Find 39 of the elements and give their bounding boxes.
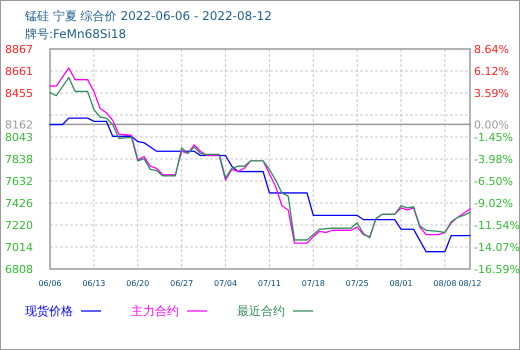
x-tick-label: 06/27 — [170, 279, 194, 288]
x-tick-label: 07/11 — [258, 279, 281, 288]
y-tick-label: 8455 — [5, 87, 33, 100]
legend-label: 主力合约 — [131, 304, 179, 318]
y2-tick-label: 8.64% — [474, 43, 509, 56]
legend-label: 现货价格 — [25, 304, 73, 318]
y-tick-label: 8162 — [5, 118, 33, 132]
y-tick-label: 7220 — [5, 218, 33, 232]
y2-tick-label: -6.50% — [474, 175, 513, 188]
y2-tick-label: -11.54% — [474, 218, 520, 232]
chart-title: 锰硅 宁夏 综合价 2022-06-06 - 2022-08-12 — [24, 9, 272, 23]
y-tick-label: 7632 — [5, 174, 33, 188]
y2-tick-label: -16.59% — [474, 263, 520, 276]
y-tick-label: 6808 — [5, 263, 33, 276]
line-series — [49, 117, 471, 252]
y-tick-label: 8867 — [5, 43, 33, 56]
x-tick-label: 06/06 — [38, 279, 62, 288]
x-tick-label: 08/12 — [458, 279, 482, 288]
x-tick-label: 07/18 — [302, 279, 325, 288]
y2-tick-label: -3.98% — [474, 153, 513, 166]
x-tick-label: 06/13 — [82, 279, 106, 288]
y2-tick-label: -9.02% — [474, 196, 513, 210]
y-tick-label: 8043 — [5, 131, 33, 144]
x-tick-label: 06/20 — [126, 279, 150, 288]
legend-label: 最近合约 — [237, 304, 285, 318]
y-tick-label: 8661 — [5, 65, 33, 78]
y2-tick-label: -14.07% — [474, 241, 520, 254]
y2-tick-label: 6.12% — [474, 64, 509, 78]
y-tick-label: 7426 — [5, 196, 33, 210]
x-tick-label: 08/08 — [433, 279, 456, 288]
y-tick-label: 7838 — [5, 152, 33, 166]
y2-tick-label: -1.45% — [474, 130, 513, 144]
x-tick-label: 07/25 — [346, 279, 369, 288]
y2-tick-label: 3.59% — [474, 87, 509, 100]
x-tick-label: 07/04 — [214, 279, 238, 288]
y2-tick-label: 0.00% — [474, 118, 509, 132]
x-tick-label: 08/01 — [390, 279, 413, 288]
chart-subtitle: 牌号:FeMn68Si18 — [25, 27, 126, 41]
y-tick-label: 7014 — [5, 240, 33, 254]
